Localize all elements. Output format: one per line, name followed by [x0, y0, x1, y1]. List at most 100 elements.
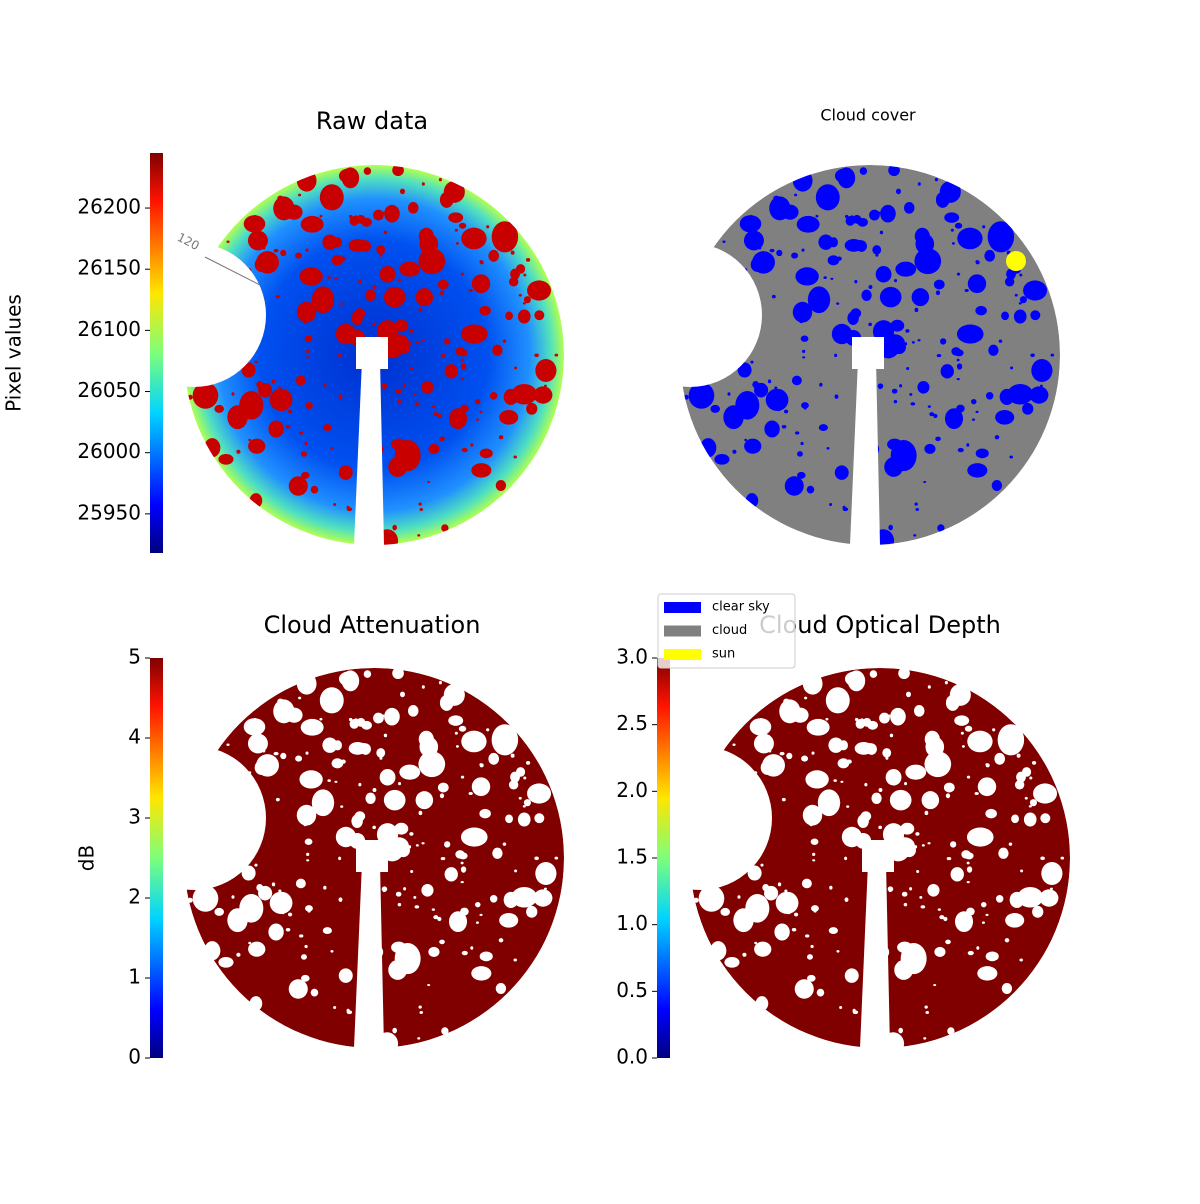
blob — [391, 941, 407, 954]
blob — [527, 280, 552, 301]
blob — [1016, 771, 1026, 783]
blob — [249, 996, 263, 1011]
blob — [488, 752, 500, 765]
blob — [1039, 384, 1043, 388]
blob — [414, 402, 420, 406]
blob — [1060, 856, 1065, 860]
blob — [960, 731, 964, 735]
blob — [533, 889, 553, 907]
blob — [944, 680, 948, 685]
blob — [737, 895, 741, 899]
blob — [760, 863, 764, 867]
colorbar-tick-label: 3 — [128, 805, 141, 829]
blob — [437, 916, 442, 922]
blob — [431, 405, 436, 408]
blob — [754, 771, 758, 774]
blob — [966, 866, 973, 873]
blob — [750, 360, 754, 364]
blob — [794, 979, 814, 999]
blob — [408, 845, 412, 849]
blob — [262, 245, 266, 250]
blob — [852, 1008, 856, 1013]
blob — [1004, 938, 1010, 943]
blob — [769, 248, 775, 253]
blob — [995, 410, 1015, 425]
blob — [1023, 409, 1028, 414]
blob — [946, 856, 952, 861]
blob — [346, 505, 350, 510]
blob — [296, 301, 317, 323]
blob — [439, 694, 454, 711]
panel: Cloud cover — [680, 106, 1060, 553]
blob — [834, 465, 849, 480]
blob — [523, 799, 531, 807]
blob — [298, 934, 304, 938]
blob — [779, 751, 785, 756]
sky-image — [680, 164, 1060, 553]
blob — [877, 211, 881, 215]
blob — [461, 730, 487, 753]
blob — [335, 826, 356, 848]
blob — [383, 789, 406, 811]
blob — [224, 786, 245, 803]
blob — [470, 946, 474, 950]
blob — [863, 501, 868, 506]
blob — [254, 257, 268, 272]
blob — [829, 502, 833, 506]
blob — [929, 412, 935, 417]
colorbar-tick-label: 0 — [128, 1045, 141, 1069]
blob — [381, 714, 385, 718]
blob — [916, 870, 920, 874]
blob — [781, 425, 787, 429]
blob — [1019, 296, 1027, 304]
blob — [956, 358, 960, 362]
blob — [873, 1004, 878, 1009]
blob — [933, 983, 937, 987]
blob — [460, 861, 464, 865]
blob — [498, 938, 504, 943]
blob — [875, 254, 879, 257]
blob — [966, 827, 994, 847]
blob — [340, 805, 344, 808]
blob — [338, 671, 358, 687]
colorbar-tick-label: 2.0 — [616, 778, 648, 802]
blob — [806, 485, 815, 494]
blob — [254, 842, 261, 848]
blob — [919, 895, 923, 899]
blob — [944, 212, 960, 223]
blob — [334, 780, 338, 783]
blob — [194, 793, 217, 819]
blob — [311, 789, 335, 817]
blob — [829, 237, 838, 248]
blob — [819, 193, 824, 197]
blob — [523, 776, 527, 780]
blob — [323, 696, 328, 700]
blob — [1014, 293, 1018, 297]
blob — [422, 382, 428, 388]
blob — [829, 696, 834, 700]
blob — [247, 733, 268, 754]
blob — [933, 279, 945, 290]
blob — [802, 672, 823, 695]
blob — [384, 707, 400, 726]
blob — [742, 952, 747, 957]
blob — [295, 252, 303, 259]
blob — [296, 804, 317, 826]
blob — [771, 294, 776, 299]
blob — [444, 338, 451, 345]
blob — [826, 446, 830, 450]
blob — [273, 751, 279, 756]
blob — [1029, 386, 1049, 404]
blob — [227, 908, 248, 933]
blob — [421, 182, 425, 186]
blob — [351, 814, 363, 828]
blob — [891, 388, 898, 394]
blob — [829, 885, 833, 890]
blob — [298, 193, 302, 197]
blob — [454, 731, 458, 735]
blob — [455, 745, 459, 748]
blob — [927, 685, 931, 689]
blob — [346, 1008, 350, 1013]
blob — [905, 764, 927, 780]
blob — [254, 339, 261, 345]
